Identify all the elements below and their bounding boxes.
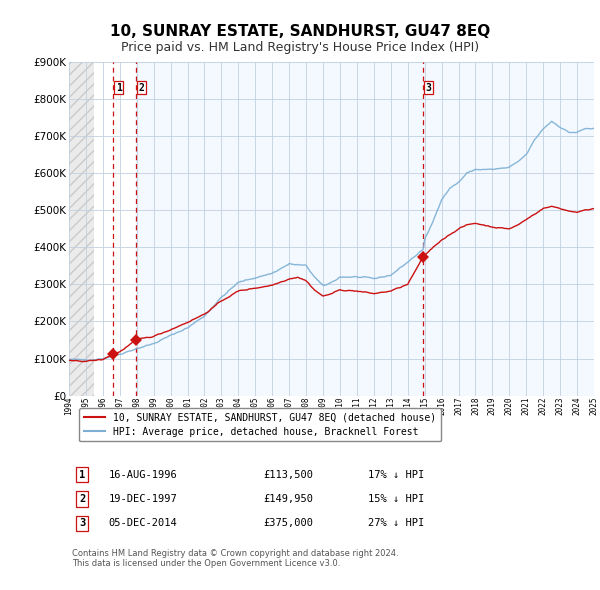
Text: £113,500: £113,500	[263, 470, 313, 480]
Bar	[69, 62, 112, 395]
Text: 05-DEC-2014: 05-DEC-2014	[109, 518, 177, 528]
Text: 1: 1	[116, 83, 122, 93]
Text: £375,000: £375,000	[263, 518, 313, 528]
Text: Contains HM Land Registry data © Crown copyright and database right 2024.
This d: Contains HM Land Registry data © Crown c…	[71, 549, 398, 568]
Text: 27% ↓ HPI: 27% ↓ HPI	[368, 518, 425, 528]
Bar	[136, 62, 594, 395]
Text: 16-AUG-1996: 16-AUG-1996	[109, 470, 177, 480]
Bar	[69, 62, 94, 395]
Text: 3: 3	[426, 83, 432, 93]
Text: 19-DEC-1997: 19-DEC-1997	[109, 494, 177, 504]
Text: 2: 2	[139, 83, 145, 93]
Text: Price paid vs. HM Land Registry's House Price Index (HPI): Price paid vs. HM Land Registry's House …	[121, 41, 479, 54]
Text: £149,950: £149,950	[263, 494, 313, 504]
Text: 1: 1	[79, 470, 85, 480]
Text: 2: 2	[79, 494, 85, 504]
Text: 3: 3	[79, 518, 85, 528]
Text: 17% ↓ HPI: 17% ↓ HPI	[368, 470, 425, 480]
Text: 10, SUNRAY ESTATE, SANDHURST, GU47 8EQ: 10, SUNRAY ESTATE, SANDHURST, GU47 8EQ	[110, 24, 490, 38]
Text: 15% ↓ HPI: 15% ↓ HPI	[368, 494, 425, 504]
Legend: 10, SUNRAY ESTATE, SANDHURST, GU47 8EQ (detached house), HPI: Average price, det: 10, SUNRAY ESTATE, SANDHURST, GU47 8EQ (…	[79, 408, 441, 441]
